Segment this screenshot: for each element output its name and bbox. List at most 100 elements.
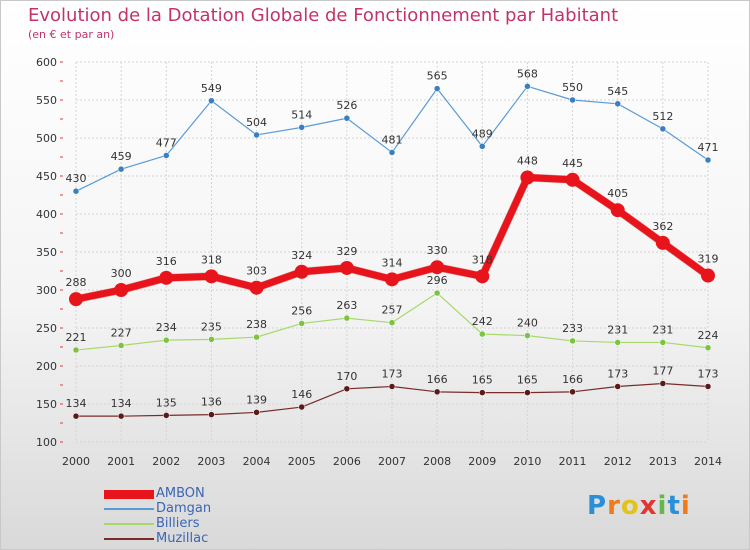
data-point-muzillac	[388, 383, 396, 390]
data-point-damgan	[208, 97, 215, 105]
data-label-damgan: 471	[698, 141, 719, 154]
data-label-billiers: 231	[652, 323, 673, 336]
data-point-ambon	[339, 260, 354, 275]
data-point-damgan	[163, 152, 170, 159]
legend: AMBON Damgan Billiers Muzillac	[104, 486, 304, 547]
data-label-ambon: 405	[607, 187, 628, 200]
data-label-billiers: 238	[246, 318, 267, 331]
data-label-muzillac: 177	[652, 364, 673, 377]
data-label-ambon: 318	[472, 253, 493, 266]
data-point-ambon	[655, 235, 670, 250]
data-point-billiers	[479, 330, 486, 338]
x-tick-label: 2001	[107, 455, 135, 468]
data-label-ambon: 330	[427, 244, 448, 257]
chart-subtitle: (en € et par an)	[28, 28, 115, 41]
data-label-muzillac: 165	[472, 374, 493, 387]
data-point-billiers	[208, 336, 215, 343]
data-label-billiers: 235	[201, 320, 222, 333]
data-label-damgan: 568	[517, 67, 538, 80]
logo-letter: i	[657, 491, 668, 521]
data-point-billiers	[343, 314, 351, 322]
data-label-billiers: 242	[472, 315, 493, 328]
data-label-muzillac: 173	[698, 368, 719, 381]
data-point-billiers	[72, 346, 80, 354]
data-label-damgan: 512	[652, 110, 673, 123]
data-label-billiers: 233	[562, 322, 583, 335]
legend-item-damgan: Damgan	[104, 501, 304, 517]
y-tick-label: 100	[36, 436, 57, 449]
legend-swatch	[104, 538, 154, 540]
data-point-muzillac	[433, 388, 441, 396]
x-tick-label: 2010	[513, 455, 541, 468]
data-point-muzillac	[704, 383, 712, 390]
data-label-ambon: 324	[291, 249, 312, 262]
data-point-billiers	[524, 332, 531, 339]
data-point-damgan	[253, 131, 260, 139]
x-tick-label: 2000	[62, 455, 90, 468]
data-point-ambon	[114, 283, 129, 297]
data-label-damgan: 549	[201, 82, 222, 95]
data-point-billiers	[704, 344, 712, 352]
data-point-muzillac	[569, 388, 576, 396]
data-point-damgan	[433, 85, 441, 92]
data-label-billiers: 231	[607, 323, 628, 336]
data-label-damgan: 489	[472, 127, 493, 140]
data-point-ambon	[430, 260, 445, 275]
y-tick-label: 500	[36, 132, 57, 145]
data-label-muzillac: 173	[382, 368, 403, 381]
data-label-billiers: 257	[382, 304, 403, 317]
proxiti-logo: Proxiti	[587, 491, 691, 521]
y-tick-label: 600	[36, 56, 57, 69]
data-label-billiers: 224	[698, 329, 719, 342]
y-tick-label: 300	[36, 284, 57, 297]
data-label-ambon: 362	[652, 220, 673, 233]
data-label-muzillac: 166	[562, 373, 583, 386]
legend-swatch	[104, 489, 154, 499]
data-label-ambon: 316	[156, 255, 177, 268]
data-label-muzillac: 135	[156, 396, 177, 409]
chart-title: Evolution de la Dotation Globale de Fonc…	[28, 5, 619, 26]
data-point-muzillac	[163, 412, 170, 419]
logo-letter: i	[680, 491, 691, 521]
data-point-muzillac	[479, 389, 486, 396]
data-point-ambon	[159, 270, 174, 285]
data-label-damgan: 459	[111, 150, 132, 163]
x-tick-label: 2013	[649, 455, 677, 468]
data-point-ambon	[249, 280, 264, 295]
legend-label: AMBON	[156, 486, 205, 501]
data-point-damgan	[388, 149, 396, 156]
logo-letter: o	[620, 491, 640, 521]
x-tick-label: 2009	[468, 455, 496, 468]
data-point-ambon	[610, 203, 625, 218]
data-label-ambon: 303	[246, 265, 267, 278]
data-label-billiers: 234	[156, 321, 177, 334]
data-point-ambon	[69, 292, 83, 307]
x-tick-label: 2003	[197, 455, 225, 468]
legend-label: Damgan	[156, 501, 212, 516]
y-tick-label: 250	[36, 322, 57, 335]
data-point-muzillac	[117, 412, 125, 420]
x-tick-label: 2002	[152, 455, 180, 468]
legend-item-ambon: AMBON	[104, 486, 304, 502]
legend-swatch	[104, 508, 154, 510]
data-point-damgan	[614, 100, 621, 108]
data-label-ambon: 314	[382, 256, 403, 269]
y-tick-label: 200	[36, 360, 57, 373]
data-point-ambon	[294, 264, 309, 279]
logo-letter: r	[607, 491, 621, 521]
x-tick-label: 2005	[288, 455, 316, 468]
data-point-billiers	[163, 336, 170, 344]
data-point-damgan	[569, 96, 576, 104]
data-point-muzillac	[253, 409, 260, 416]
data-label-muzillac: 170	[336, 370, 357, 383]
x-tick-label: 2008	[423, 455, 451, 468]
data-label-muzillac: 165	[517, 374, 538, 387]
logo-letter: t	[667, 491, 681, 521]
legend-label: Billiers	[156, 516, 200, 531]
data-point-billiers	[614, 339, 621, 346]
y-tick-label: 400	[36, 208, 57, 221]
data-label-billiers: 296	[427, 274, 448, 287]
data-point-muzillac	[343, 385, 351, 393]
data-point-ambon	[520, 170, 535, 185]
